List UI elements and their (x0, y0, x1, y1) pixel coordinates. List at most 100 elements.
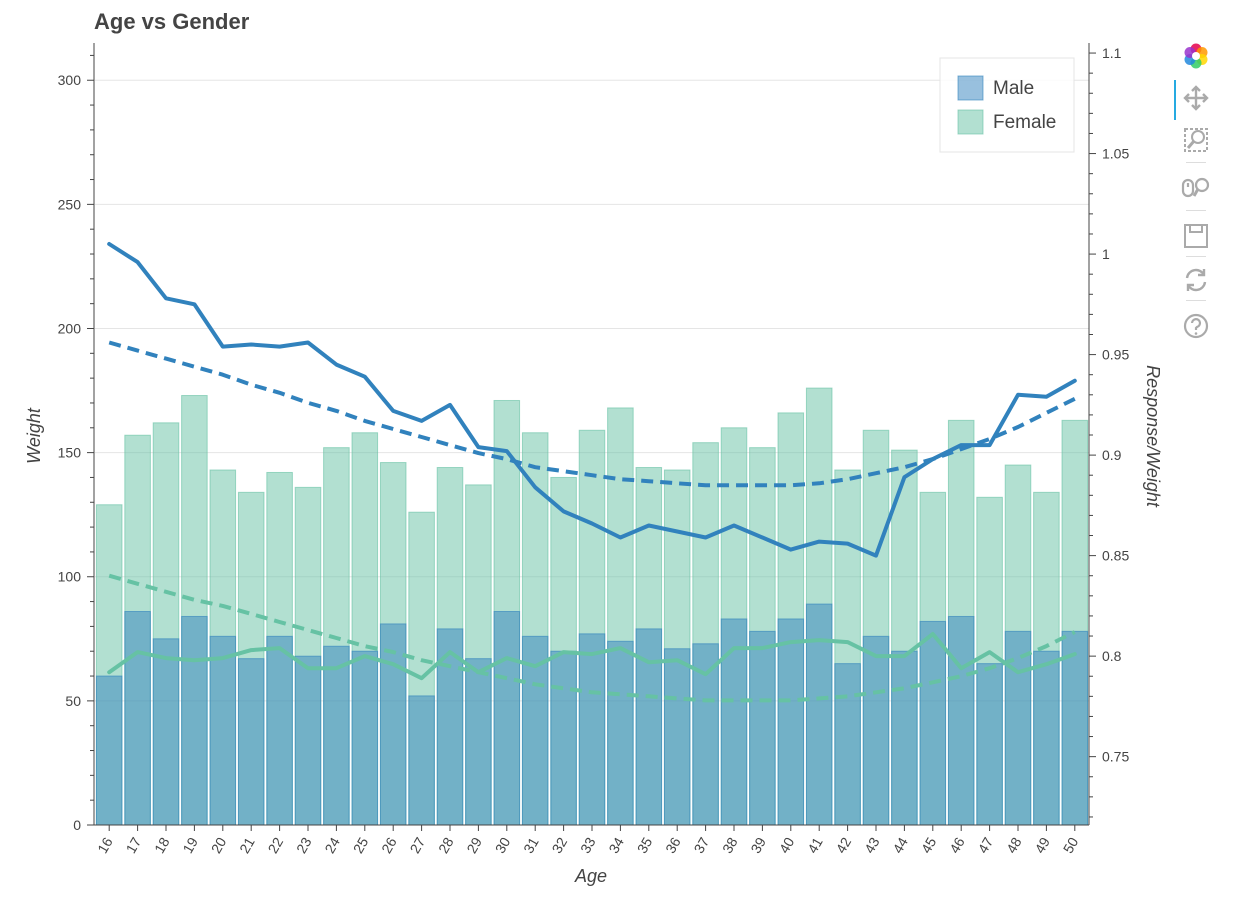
x-tick-label: 35 (634, 834, 656, 856)
bar-male-42 (834, 663, 861, 826)
y2-tick-label: 0.85 (1102, 548, 1129, 564)
bar-male-45 (919, 620, 947, 826)
x-tick-label: 31 (520, 834, 542, 856)
x-tick-label: 38 (719, 834, 741, 856)
bar-male-33 (578, 633, 606, 826)
y2-tick-label: 1.05 (1102, 146, 1129, 162)
bar-male-41 (805, 603, 833, 826)
bokeh-logo-icon[interactable] (1180, 40, 1212, 72)
bar-male-36 (663, 648, 691, 826)
y2-tick-label: 0.95 (1102, 347, 1129, 363)
save-icon[interactable] (1180, 220, 1212, 252)
legend-box (939, 57, 1075, 153)
x-tick-label: 49 (1031, 834, 1053, 856)
x-tick-label: 40 (776, 834, 798, 856)
x-tick-label: 17 (123, 834, 145, 856)
bar-male-44 (891, 650, 918, 826)
x-tick-label: 41 (804, 834, 826, 856)
toolbar-separator (1186, 210, 1206, 211)
y-tick-label: 50 (65, 693, 81, 709)
bar-male-17 (124, 611, 151, 826)
x-tick-label: 18 (151, 834, 173, 856)
x-tick-label: 25 (350, 834, 372, 856)
y2-tick-label: 1.1 (1102, 45, 1122, 61)
bar-male-30 (493, 611, 521, 826)
x-tick-label: 43 (861, 834, 883, 856)
x-tick-label: 23 (293, 834, 315, 856)
wheel-zoom-icon[interactable] (1180, 172, 1212, 204)
box-zoom-icon[interactable] (1180, 124, 1212, 156)
x-tick-label: 37 (691, 834, 713, 856)
series-line-0-solid (107, 242, 1077, 558)
active-tool-indicator (1174, 80, 1176, 120)
legend-label-female: Female (993, 112, 1056, 133)
y2-tick-label: 1 (1102, 246, 1110, 262)
bar-male-48 (1004, 630, 1032, 826)
legend: Male Female (939, 57, 1075, 153)
bar-male-47 (976, 663, 1003, 826)
y-tick-label: 100 (58, 569, 82, 585)
x-tick-label: 47 (975, 834, 997, 856)
x-tick-label: 44 (889, 834, 911, 856)
legend-swatch-male (957, 75, 984, 101)
y2-tick-label: 0.75 (1102, 749, 1129, 765)
bar-male-34 (607, 640, 634, 826)
toolbar-separator (1186, 300, 1206, 301)
y-tick-label: 150 (58, 445, 82, 461)
bar-male-43 (862, 635, 890, 826)
bars (95, 387, 1089, 826)
y-tick-label: 200 (58, 320, 82, 336)
y2-tick-label: 0.8 (1102, 648, 1122, 664)
series-line-2-solid (107, 632, 1077, 681)
x-tick-label: 21 (236, 834, 258, 856)
bar-male-27 (408, 695, 435, 826)
bar-male-22 (266, 635, 293, 826)
bar-male-49 (1033, 650, 1060, 826)
x-tick-label: 48 (1003, 834, 1025, 856)
x-tick-label: 29 (463, 834, 485, 856)
x-tick-label: 27 (407, 834, 429, 856)
x-tick-label: 32 (549, 834, 571, 856)
x-tick-label: 19 (179, 834, 201, 856)
bar-male-29 (465, 658, 492, 826)
lines (107, 242, 1077, 703)
x-tick-label: 24 (321, 834, 343, 856)
bar-male-39 (749, 630, 776, 826)
pan-icon[interactable] (1180, 82, 1212, 114)
x-tick-label: 36 (662, 834, 684, 856)
y-axis-label: Weight (24, 407, 44, 464)
y-tick-label: 300 (58, 72, 82, 88)
bar-male-20 (209, 635, 237, 826)
y2-axis-label: Response/Weight (1143, 365, 1163, 508)
x-tick-label: 45 (918, 834, 940, 856)
legend-label-male: Male (993, 78, 1034, 99)
toolbar-separator (1186, 162, 1206, 163)
x-tick-label: 46 (946, 834, 968, 856)
x-tick-label: 30 (492, 834, 514, 856)
bar-male-16 (95, 675, 123, 826)
reset-icon[interactable] (1180, 264, 1212, 296)
y-tick-label: 0 (73, 817, 81, 833)
help-icon[interactable] (1180, 310, 1212, 342)
bar-male-19 (181, 615, 208, 826)
bar-male-24 (323, 645, 350, 826)
x-tick-label: 50 (1060, 834, 1082, 856)
bar-male-25 (351, 650, 379, 826)
bar-male-23 (294, 655, 322, 826)
x-axis-label: Age (574, 866, 607, 886)
bar-male-26 (379, 623, 407, 826)
x-tick-label: 20 (208, 834, 230, 856)
x-tick-label: 33 (577, 834, 599, 856)
axes: 0 50 100 150 200 250 300 0.75 0.8 0.85 0.9 0.95 1 1.0… (58, 43, 1129, 856)
bar-male-21 (237, 658, 265, 826)
legend-swatch-female (957, 109, 984, 135)
series-line-1-dashed (108, 340, 1076, 488)
x-tick-label: 22 (265, 834, 287, 856)
bar-male-18 (152, 638, 180, 826)
bar-male-46 (947, 615, 975, 826)
chart-title: Age vs Gender (94, 9, 250, 34)
x-tick-label: 16 (94, 834, 116, 856)
y2-tick-label: 0.9 (1102, 447, 1122, 463)
x-tick-label: 42 (833, 834, 855, 856)
